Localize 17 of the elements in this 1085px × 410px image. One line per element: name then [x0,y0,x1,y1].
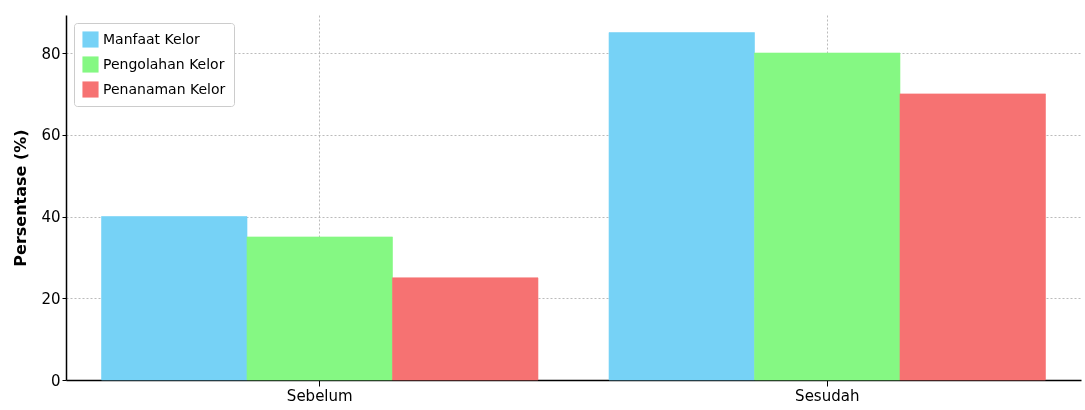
y-tick-label: 60 [41,126,61,145]
x-tick-label: Sebelum [286,386,353,405]
bar [754,52,901,381]
y-tick-label: 20 [41,289,61,308]
legend-label: Pengolahan Kelor [103,55,225,72]
y-tick-label: 40 [41,208,61,227]
y-tick-label: 80 [41,44,61,63]
bar [391,277,539,381]
legend-label: Manfaat Kelor [103,30,201,47]
x-tick-label: Sesudah [795,386,860,405]
y-axis-title: Persentase (%) [11,129,31,267]
legend-label: Penanaman Kelor [103,80,226,97]
y-tick-label: 0 [50,371,61,390]
bar [899,93,1046,381]
bar [101,216,248,381]
bar [246,236,393,381]
bar [608,32,756,381]
